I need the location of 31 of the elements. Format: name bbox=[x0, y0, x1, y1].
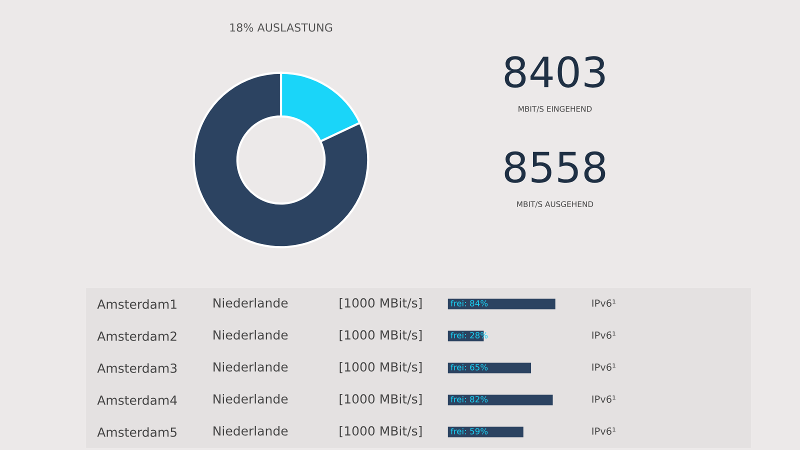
text: 8403 bbox=[504, 56, 605, 88]
annotation: IPv6¹ bbox=[592, 299, 616, 307]
annotation: Niederlande bbox=[214, 298, 288, 308]
data-label: frei: 65% bbox=[450, 364, 488, 370]
annotation: [1000 MBit/s] bbox=[340, 362, 422, 374]
annotation: IPv6¹ bbox=[592, 395, 616, 403]
annotation: [1000 MBit/s] bbox=[340, 394, 422, 406]
annotation: Niederlande bbox=[214, 330, 288, 340]
annotation: IPv6¹ bbox=[592, 331, 616, 339]
y-tick-label: Amsterdam2 bbox=[97, 331, 176, 341]
y-tick-label: Amsterdam4 bbox=[97, 395, 177, 405]
annotation: IPv6¹ bbox=[592, 427, 616, 435]
bar bbox=[448, 298, 556, 310]
annotation: Niederlande bbox=[214, 426, 288, 436]
annotation: [1000 MBit/s] bbox=[340, 298, 422, 310]
bar bbox=[448, 426, 524, 438]
y-tick-label: Amsterdam5 bbox=[97, 427, 176, 437]
chart-title: 18% AUSLASTUNG bbox=[230, 23, 332, 32]
data-label: frei: 59% bbox=[450, 428, 488, 434]
bar bbox=[448, 394, 553, 406]
text: 8558 bbox=[504, 151, 606, 183]
annotation: IPv6¹ bbox=[592, 363, 616, 371]
annotation: Niederlande bbox=[214, 394, 288, 404]
data-label: frei: 82% bbox=[450, 396, 488, 402]
annotation: Niederlande bbox=[214, 362, 288, 372]
bar bbox=[448, 362, 532, 374]
annotation: [1000 MBit/s] bbox=[340, 426, 422, 438]
data-label: frei: 84% bbox=[450, 300, 488, 306]
annotation: [1000 MBit/s] bbox=[340, 330, 422, 342]
y-tick-label: Amsterdam3 bbox=[97, 363, 177, 373]
y-tick-label: Amsterdam1 bbox=[97, 299, 176, 309]
